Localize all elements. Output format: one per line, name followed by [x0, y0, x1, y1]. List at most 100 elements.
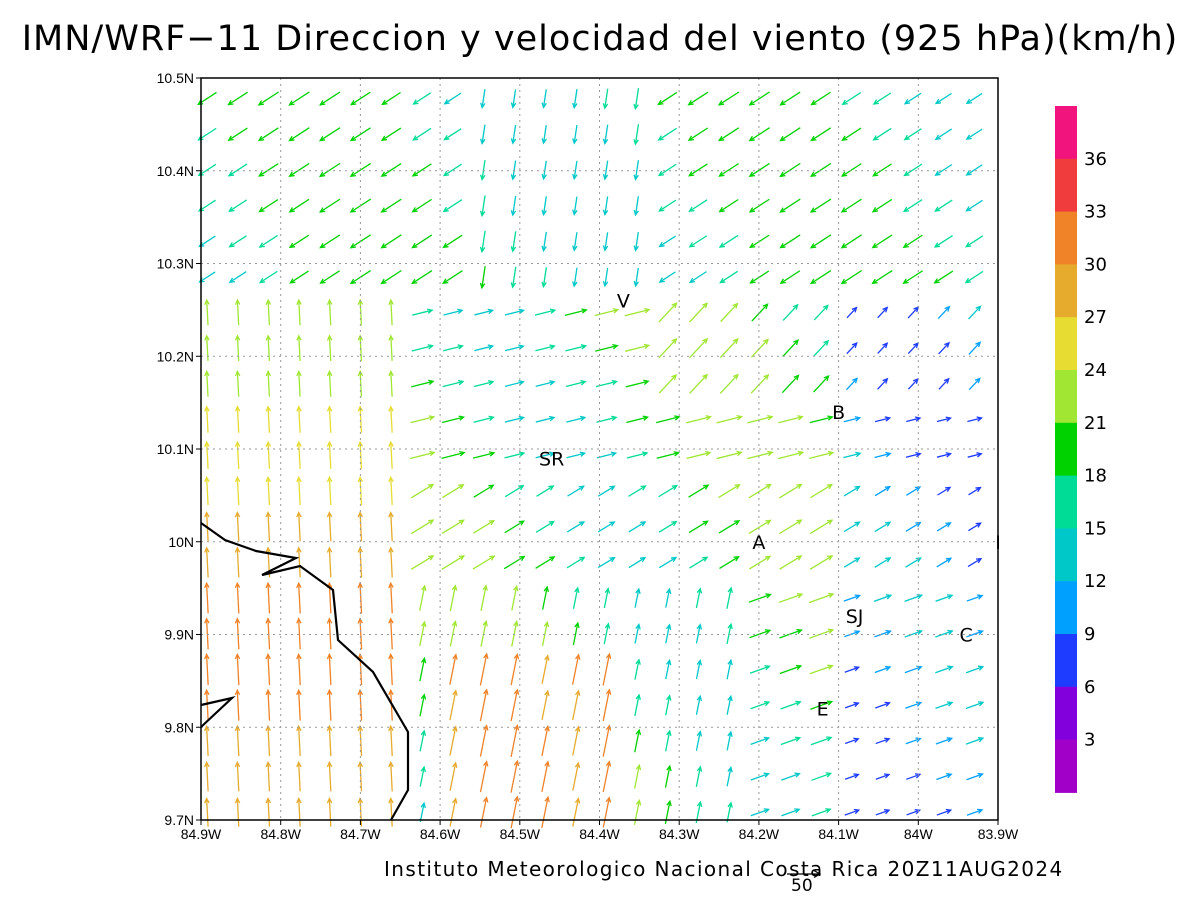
wind-vector-arrow — [658, 235, 677, 248]
wind-vector-arrow — [567, 485, 585, 497]
wind-vector-arrow — [204, 369, 210, 397]
wind-vector-arrow — [626, 415, 650, 424]
wind-vector-arrow — [936, 522, 952, 532]
wind-vector-arrow — [388, 440, 394, 469]
wind-vector-arrow — [871, 198, 893, 213]
wind-vector-arrow — [602, 160, 609, 181]
wind-vector-arrow — [204, 652, 210, 686]
wind-vector-arrow — [749, 665, 771, 674]
wind-vector-arrow — [296, 652, 302, 686]
wind-vector-arrow — [782, 303, 799, 321]
wind-vector-arrow — [689, 373, 709, 394]
wind-vector-arrow — [326, 652, 333, 686]
wind-vector-arrow — [726, 765, 733, 787]
wind-vector-arrow — [726, 730, 733, 751]
wind-vector-arrow — [658, 271, 676, 283]
wind-vector-arrow — [719, 556, 740, 570]
wind-vector-arrow — [664, 764, 672, 788]
wind-vector-arrow — [874, 521, 892, 533]
wind-vector-arrow — [234, 334, 241, 361]
wind-vector-arrow — [904, 665, 923, 674]
wind-vector-arrow — [472, 519, 496, 534]
lon-tick-label: 84.5W — [500, 826, 541, 842]
wind-vector-arrow — [844, 808, 861, 816]
wind-vector-arrow — [388, 724, 394, 757]
wind-vector-arrow — [449, 653, 458, 685]
wind-vector-arrow — [779, 234, 801, 249]
wind-vector-arrow — [380, 127, 402, 142]
wind-vector-arrow — [326, 511, 333, 542]
wind-vector-arrow — [318, 127, 341, 142]
wind-vector-arrow — [357, 440, 364, 469]
wind-vector-arrow — [204, 475, 210, 506]
lat-tick-label: 10N — [168, 534, 194, 550]
wind-vector-arrow — [750, 700, 771, 710]
wind-vector-arrow — [541, 267, 547, 289]
wind-vector-arrow — [410, 483, 435, 499]
wind-vector-arrow — [572, 621, 580, 646]
wind-vector-arrow — [778, 415, 804, 424]
wind-vector-arrow — [419, 801, 426, 823]
wind-vector-arrow — [442, 163, 462, 177]
wind-vector-arrow — [565, 344, 588, 352]
wind-vector-arrow — [296, 298, 302, 326]
wind-vector-arrow — [227, 127, 248, 141]
wind-vector-arrow — [265, 298, 272, 326]
wind-vector-arrow — [381, 91, 401, 106]
wind-vector-arrow — [541, 160, 547, 181]
wind-vector-arrow — [874, 665, 892, 674]
wind-vector-arrow — [874, 416, 892, 423]
wind-vector-arrow — [349, 127, 371, 142]
wind-vector-arrow — [719, 270, 739, 284]
wind-vector-arrow — [626, 451, 649, 459]
place-label: A — [752, 532, 765, 554]
wind-vector-arrow — [665, 694, 672, 716]
wind-vector-arrow — [443, 344, 464, 352]
wind-vector-arrow — [228, 271, 247, 284]
wind-vector-arrow — [319, 234, 341, 249]
colorbar-label: 21 — [1084, 413, 1107, 434]
wind-vector-arrow — [695, 623, 703, 644]
wind-vector-arrow — [813, 339, 830, 357]
wind-vector-arrow — [296, 511, 302, 542]
wind-vector-arrow — [748, 198, 770, 213]
wind-vector-arrow — [843, 485, 861, 497]
wind-vector-arrow — [602, 267, 609, 288]
wind-vector-arrow — [907, 377, 919, 390]
wind-vector-arrow — [388, 475, 394, 506]
wind-vector-arrow — [326, 334, 333, 361]
wind-vector-arrow — [265, 369, 272, 397]
wind-vector-arrow — [720, 302, 739, 323]
wind-vector-arrow — [810, 127, 832, 142]
wind-vector-arrow — [258, 234, 278, 248]
wind-vector-arrow — [419, 656, 427, 682]
wind-vector-arrow — [594, 308, 620, 317]
wind-vector-arrow — [296, 581, 302, 614]
wind-vector-arrow — [265, 405, 272, 433]
lat-tick-label: 10.4N — [157, 163, 194, 179]
wind-vector-arrow — [380, 234, 402, 249]
wind-vector-arrow — [318, 198, 341, 213]
wind-vector-arrow — [388, 581, 394, 614]
wind-vector-arrow — [326, 405, 333, 433]
wind-vector-arrow — [564, 308, 588, 316]
wind-vector-arrow — [288, 198, 310, 213]
wind-vector-arrow — [633, 763, 642, 789]
wind-vector-arrow — [388, 760, 394, 792]
colorbar-label: 6 — [1084, 677, 1095, 698]
wind-vector-arrow — [906, 809, 922, 816]
wind-vector-arrow — [449, 725, 458, 756]
wind-vector-arrow — [572, 89, 578, 110]
wind-vector-arrow — [687, 91, 709, 106]
place-label: C — [959, 625, 972, 647]
place-label: B — [832, 402, 845, 424]
wind-vector-arrow — [204, 334, 210, 361]
wind-vector-arrow — [536, 485, 555, 497]
wind-vector-arrow — [409, 450, 436, 460]
wind-vector-arrow — [726, 801, 733, 823]
colorbar-swatch — [1055, 581, 1077, 635]
wind-vector-arrow — [633, 196, 639, 217]
wind-vector-arrow — [810, 91, 831, 106]
wind-vector-arrow — [688, 520, 709, 534]
wind-vector-arrow — [634, 587, 641, 608]
